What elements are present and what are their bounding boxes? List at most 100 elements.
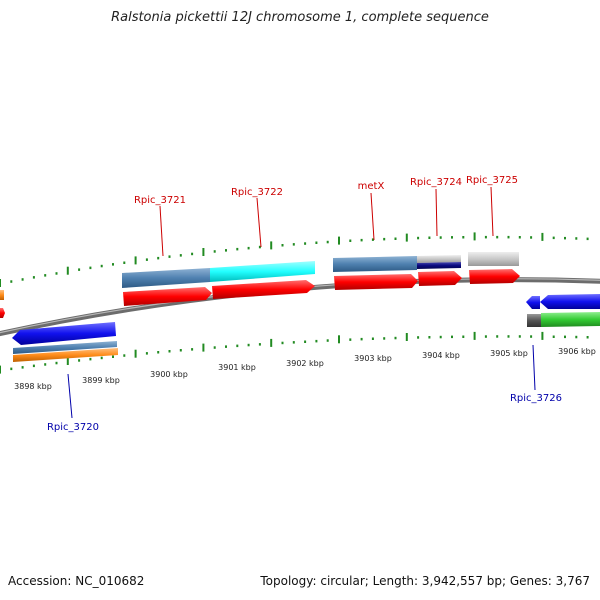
cds-arrow-metx[interactable] xyxy=(334,274,418,290)
gene-bar-rpic-3726[interactable] xyxy=(541,312,600,327)
upper-scale-tick xyxy=(349,239,352,242)
lower-scale-tick xyxy=(44,363,47,366)
upper-scale-tick xyxy=(496,235,499,239)
scale-label-3906: 3906 kbp xyxy=(558,347,596,356)
gene-bar-edge-left[interactable] xyxy=(0,290,4,300)
cds-arrow-edge-left[interactable] xyxy=(0,308,5,318)
leader-rpic-3720 xyxy=(67,373,73,419)
gene-label-rpic-3724[interactable]: Rpic_3724 xyxy=(410,177,462,188)
upper-scale-tick xyxy=(10,280,13,283)
lower-scale-tick xyxy=(405,333,408,341)
lower-tick-track xyxy=(0,331,589,374)
upper-scale-tick xyxy=(552,236,555,240)
lower-scale-tick xyxy=(157,351,160,354)
upper-scale-tick xyxy=(462,236,465,239)
upper-scale-tick xyxy=(326,240,329,244)
upper-scale-tick xyxy=(258,245,261,249)
leader-rpic-3726 xyxy=(532,344,536,391)
lower-scale-tick xyxy=(202,343,205,352)
gene-label-rpic-3726[interactable]: Rpic_3726 xyxy=(510,393,562,404)
gene-label-rpic-3722[interactable]: Rpic_3722 xyxy=(231,187,283,198)
gene-label-rpic-3725[interactable]: Rpic_3725 xyxy=(466,175,518,186)
cds-arrow-rpic-3720[interactable] xyxy=(12,322,116,345)
lower-scale-tick xyxy=(123,354,126,357)
upper-scale-tick xyxy=(507,235,510,239)
upper-scale-tick xyxy=(0,279,1,287)
lower-scale-tick xyxy=(417,336,420,339)
upper-scale-tick xyxy=(428,236,431,239)
gene-bar-rpic-3720-top[interactable] xyxy=(13,341,117,354)
upper-scale-tick xyxy=(518,236,521,239)
lower-scale-tick xyxy=(112,355,114,358)
gene-bar-rpic-3720-bottom[interactable] xyxy=(13,348,118,362)
lower-scale-tick xyxy=(541,331,544,340)
upper-scale-tick xyxy=(541,232,544,241)
gene-bar-rpic-3726-dark[interactable] xyxy=(527,314,541,327)
upper-scale-tick xyxy=(236,247,239,251)
upper-scale-tick xyxy=(157,256,160,260)
lower-scale-tick xyxy=(484,335,487,338)
upper-scale-tick xyxy=(292,243,295,246)
upper-scale-tick xyxy=(451,236,453,239)
upper-scale-tick xyxy=(417,236,420,240)
upper-scale-tick xyxy=(32,276,35,279)
cds-arrow-rpic-3725[interactable] xyxy=(469,269,520,284)
lower-scale-tick xyxy=(258,343,261,346)
leader-rpic-3721 xyxy=(159,205,164,257)
lower-scale-tick xyxy=(518,335,521,338)
lower-scale-tick xyxy=(462,335,465,338)
lower-scale-tick xyxy=(21,366,24,369)
cds-arrow-edge-right[interactable] xyxy=(526,296,540,309)
lower-scale-tick xyxy=(496,335,499,338)
leader-metx xyxy=(370,192,375,241)
leader-rpic-3725 xyxy=(490,186,494,237)
lower-scale-tick xyxy=(236,344,239,348)
lower-scale-tick xyxy=(66,357,69,365)
upper-scale-tick xyxy=(564,236,566,240)
lower-scale-tick xyxy=(451,335,453,339)
upper-scale-tick xyxy=(586,237,589,241)
gene-bar-metx[interactable] xyxy=(333,256,417,272)
map-title: Ralstonia pickettii 12J chromosome 1, co… xyxy=(111,10,489,25)
upper-scale-tick xyxy=(439,236,442,239)
cds-arrow-rpic-3724[interactable] xyxy=(418,271,462,286)
gene-bar-rpic-3721[interactable] xyxy=(122,268,210,288)
upper-scale-tick xyxy=(575,237,578,240)
lower-scale-tick xyxy=(338,335,340,344)
gene-bar-rpic-3725[interactable] xyxy=(468,252,519,266)
cds-arrow-rpic-3722[interactable] xyxy=(212,280,315,299)
gene-label-rpic-3721[interactable]: Rpic_3721 xyxy=(134,195,186,206)
upper-scale-tick xyxy=(270,241,273,250)
lower-scale-tick xyxy=(394,336,397,340)
lower-scale-tick xyxy=(383,337,386,340)
lower-scale-tick xyxy=(349,338,352,341)
gene-label-metx[interactable]: metX xyxy=(358,181,385,192)
accession-text: Accession: NC_010682 xyxy=(8,574,145,588)
lower-scale-tick xyxy=(575,335,578,339)
lower-scale-tick xyxy=(473,331,476,340)
lower-scale-tick xyxy=(586,336,589,339)
upper-scale-tick xyxy=(112,263,114,266)
lower-scale-tick xyxy=(89,357,92,361)
leader-rpic-3722 xyxy=(256,197,262,248)
cds-arrow-rpic-3726[interactable] xyxy=(540,294,600,309)
upper-scale-tick xyxy=(66,266,69,275)
upper-tick-track xyxy=(0,232,589,287)
upper-scale-tick xyxy=(202,248,205,256)
upper-scale-tick xyxy=(315,241,318,244)
gene-label-rpic-3720[interactable]: Rpic_3720 xyxy=(47,422,99,433)
lower-scale-tick xyxy=(55,361,58,365)
gene-bar-rpic-3722[interactable] xyxy=(210,261,315,282)
lower-scale-tick xyxy=(179,349,182,352)
lower-scale-tick xyxy=(292,341,295,344)
cds-arrow-rpic-3721[interactable] xyxy=(123,287,212,306)
upper-scale-tick xyxy=(371,238,374,241)
lower-scale-tick xyxy=(371,337,374,340)
gene-bar-rpic-3724-a[interactable] xyxy=(417,255,461,263)
lower-scale-tick xyxy=(191,348,194,351)
upper-scale-tick xyxy=(21,278,24,281)
scale-label-3903: 3903 kbp xyxy=(354,354,392,363)
lower-scale-tick xyxy=(0,365,1,374)
gene-bar-rpic-3724-b[interactable] xyxy=(417,262,461,269)
